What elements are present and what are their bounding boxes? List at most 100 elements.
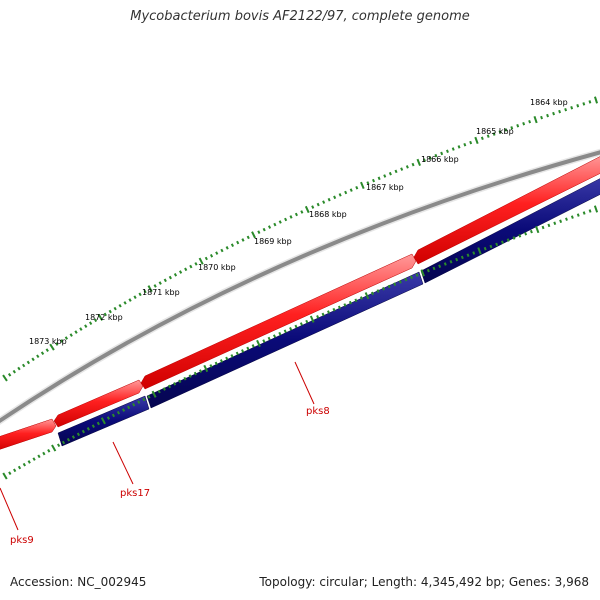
tick-mark: [337, 305, 341, 310]
tick-mark: [143, 289, 147, 294]
tick-mark: [376, 289, 380, 293]
tick-mark: [133, 295, 137, 299]
tick-mark: [184, 267, 188, 272]
gene-label-pks17[interactable]: pks17: [120, 488, 150, 499]
gene-pks9-forward[interactable]: [0, 418, 57, 451]
tick-mark: [86, 427, 90, 431]
tick-mark: [343, 303, 347, 307]
tick-mark: [71, 435, 76, 439]
pks17-leader: [112, 441, 134, 485]
ruler-label-1865: 1865 kbp: [476, 127, 514, 136]
tick-mark: [472, 251, 476, 255]
tick-mark: [322, 200, 326, 204]
tick-mark: [214, 361, 218, 366]
tick-mark: [576, 213, 580, 217]
tick-mark: [338, 193, 342, 197]
genome-summary: Topology: circular; Length: 4,345,492 bp…: [259, 575, 589, 589]
tick-mark: [333, 195, 337, 200]
tick-mark: [416, 158, 421, 166]
ruler-label-1870: 1870 kbp: [198, 263, 236, 272]
gene-pks17-forward[interactable]: [53, 379, 144, 428]
tick-mark: [316, 202, 320, 207]
tick-mark: [552, 111, 555, 116]
tick-mark: [81, 429, 85, 434]
tick-mark: [405, 165, 409, 169]
tick-mark: [209, 364, 213, 368]
tick-mark: [178, 379, 182, 384]
tick-mark: [489, 244, 493, 249]
tick-mark: [533, 116, 538, 124]
tick-mark: [66, 437, 71, 442]
pks8-leader: [294, 361, 315, 405]
tick-mark: [157, 389, 161, 394]
tick-mark: [289, 327, 293, 331]
tick-mark: [2, 472, 8, 480]
tick-mark: [64, 336, 69, 340]
tick-mark: [91, 424, 95, 428]
ruler-label-1867: 1867 kbp: [366, 183, 404, 192]
tick-mark: [398, 280, 402, 284]
tick-mark: [432, 266, 436, 271]
tick-mark: [524, 232, 528, 236]
tick-mark: [451, 147, 455, 151]
tick-mark: [582, 211, 586, 215]
tick-mark: [167, 384, 172, 389]
tick-mark: [582, 102, 586, 106]
tick-mark: [559, 219, 563, 223]
tick-mark: [21, 363, 26, 368]
tick-mark: [593, 205, 599, 213]
tick-mark: [225, 356, 229, 361]
tick-mark: [576, 104, 580, 108]
tick-mark: [434, 153, 438, 158]
tick-mark: [304, 205, 310, 214]
tick-mark: [294, 212, 298, 217]
tick-mark: [364, 292, 370, 300]
tick-mark: [27, 460, 31, 464]
tick-mark: [498, 130, 502, 134]
tick-mark: [42, 451, 46, 456]
tick-mark: [12, 369, 16, 374]
tick-mark: [246, 235, 250, 240]
tick-mark: [118, 303, 122, 308]
gene-label-pks9[interactable]: pks9: [10, 535, 34, 546]
tick-mark: [529, 229, 533, 234]
tick-mark: [22, 462, 26, 467]
tick-mark: [541, 225, 545, 230]
gene-pks8-reverse[interactable]: [146, 271, 424, 409]
tick-mark: [47, 448, 51, 453]
tick-mark: [74, 330, 78, 334]
tick-mark: [445, 149, 449, 153]
tick-mark: [535, 225, 540, 234]
ruler-label-1864: 1864 kbp: [530, 98, 568, 107]
tick-mark: [440, 151, 444, 156]
tick-mark: [349, 188, 353, 192]
tick-mark: [198, 257, 204, 265]
tick-mark: [449, 260, 453, 264]
ruler-label-1868: 1868 kbp: [309, 210, 347, 219]
tick-mark: [522, 121, 526, 126]
gene-forward-next[interactable]: [413, 154, 600, 265]
tick-mark: [37, 454, 41, 459]
tick-mark: [344, 190, 348, 195]
tick-mark: [495, 242, 499, 247]
tick-mark: [278, 220, 282, 224]
tick-mark: [316, 315, 320, 319]
tick-mark: [7, 373, 12, 377]
tick-mark: [500, 240, 504, 244]
outer-tick-ruler: [2, 96, 598, 382]
tick-mark: [17, 465, 22, 470]
tick-mark: [111, 413, 116, 418]
tick-mark: [103, 312, 107, 317]
tick-mark: [309, 315, 315, 323]
tick-mark: [246, 346, 250, 351]
tick-mark: [84, 324, 88, 328]
tick-mark: [235, 351, 239, 356]
gene-reverse-next[interactable]: [420, 176, 600, 284]
gene-pks8-forward[interactable]: [140, 253, 417, 390]
tick-mark: [76, 432, 81, 437]
tick-mark: [348, 300, 352, 305]
tick-mark: [278, 331, 282, 336]
gene-label-pks8[interactable]: pks8: [306, 406, 330, 417]
tick-mark: [283, 329, 287, 334]
